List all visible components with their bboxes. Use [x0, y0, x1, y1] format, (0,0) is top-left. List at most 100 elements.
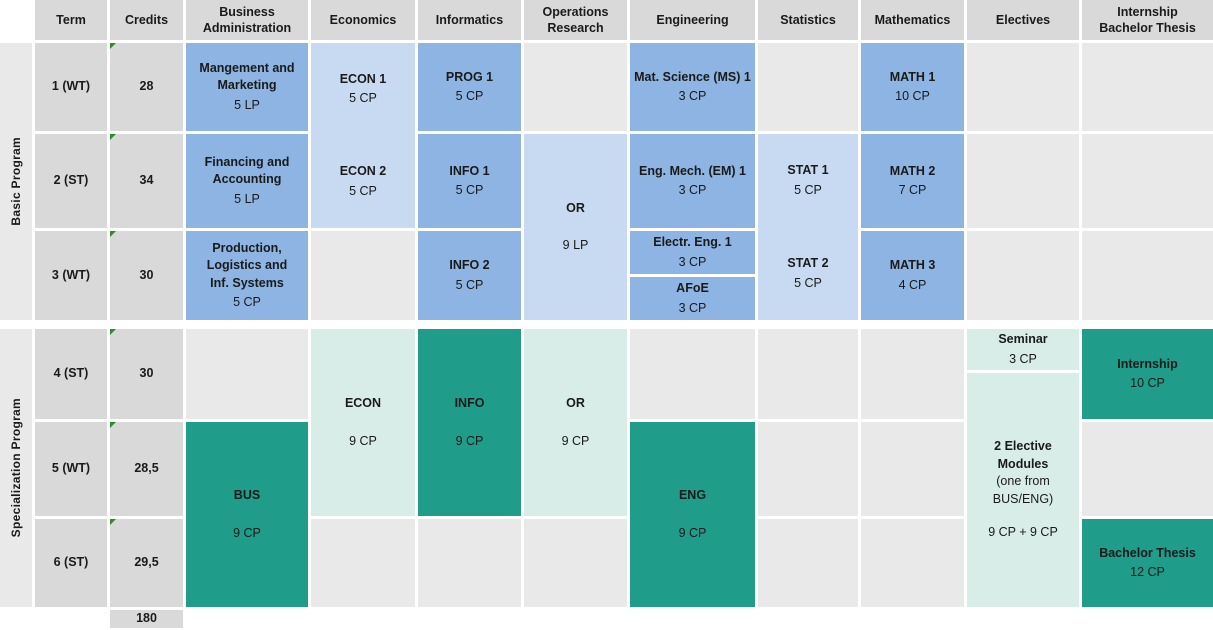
electives-specialization-block: Seminar 3 CP 2 Elective Modules (one fro…	[967, 329, 1079, 607]
empty-cell	[861, 519, 964, 607]
course-title: INFO 1	[449, 163, 490, 178]
empty-cell	[418, 519, 521, 607]
empty-cell	[758, 519, 858, 607]
col-header-term: Term	[35, 0, 107, 40]
course-credit: 3 CP	[678, 183, 707, 197]
credits-cell-1: 28	[110, 43, 183, 131]
credits-cell-5: 28,5	[110, 422, 183, 516]
empty-cell	[758, 422, 858, 516]
course-credit: 10 CP	[895, 89, 930, 103]
basic-program-label: Basic Program	[8, 137, 23, 226]
course-credit: 5 LP	[234, 191, 260, 206]
col-header-credits: Credits	[110, 0, 183, 40]
cell-math1: MATH 1 10 CP	[861, 43, 964, 131]
total-credits-cell: 180	[110, 610, 183, 628]
course-title: ECON	[344, 396, 382, 410]
cell-math3: MATH 3 4 CP	[861, 231, 964, 320]
course-credit: 5 CP	[794, 275, 822, 290]
credits-cell-4: 30	[110, 329, 183, 419]
empty-cell	[861, 329, 964, 419]
course-title: MATH 1	[889, 69, 936, 84]
col-header-mathematics: Mathematics	[861, 0, 964, 40]
course-credit: 5 CP	[794, 182, 822, 197]
cell-econ2: ECON 2 5 CP	[311, 136, 415, 229]
cell-internship: Internship 10 CP	[1082, 329, 1213, 419]
course-title: Mangement and Marketing	[199, 60, 295, 93]
course-title: OR	[566, 200, 585, 215]
cell-econ: ECON 9 CP	[311, 329, 415, 516]
credits-cell-3: 30	[110, 231, 183, 320]
term-cell-5: 5 (WT)	[35, 422, 107, 516]
side-label-basic-program: Basic Program	[0, 43, 32, 320]
course-title: STAT 2	[787, 256, 829, 270]
cell-eng-mech: Eng. Mech. (EM) 1 3 CP	[630, 134, 755, 228]
course-title: MATH 3	[889, 258, 936, 272]
empty-cell	[967, 134, 1079, 228]
cell-production-logistics: Production, Logistics and Inf. Systems 5…	[186, 231, 308, 320]
empty-cell	[1082, 231, 1213, 320]
cell-eng: ENG 9 CP	[630, 422, 755, 607]
empty-cell	[758, 329, 858, 419]
course-credit: 5 LP	[234, 97, 260, 112]
course-title: Production, Logistics and Inf. Systems	[206, 240, 288, 290]
cell-afoe: AFoE 3 CP	[630, 277, 755, 320]
course-title: AFoE	[676, 281, 709, 295]
course-credit: 5 CP	[233, 295, 261, 309]
cell-econ1-econ2: ECON 1 5 CP ECON 2 5 CP	[311, 43, 415, 228]
course-credit: 9 CP	[678, 525, 707, 540]
cell-bus: BUS 9 CP	[186, 422, 308, 607]
engineering-row3-split: Electr. Eng. 1 3 CP AFoE 3 CP	[630, 231, 755, 320]
course-credit: 9 LP	[562, 238, 589, 252]
course-title: INFO 2	[449, 258, 490, 272]
cell-info: INFO 9 CP	[418, 329, 521, 516]
course-credit: 9 CP + 9 CP	[988, 525, 1058, 540]
cell-financing-accounting: Financing and Accounting 5 LP	[186, 134, 308, 228]
course-title: BUS	[233, 488, 261, 502]
col-header-economics: Economics	[311, 0, 415, 40]
course-title: Bachelor Thesis	[1099, 545, 1196, 560]
course-credit: 12 CP	[1130, 565, 1165, 579]
course-title: ECON 1	[339, 71, 387, 86]
empty-cell	[967, 231, 1079, 320]
col-header-business: Business Administration	[186, 0, 308, 40]
empty-cell	[311, 519, 415, 607]
course-credit: 3 CP	[678, 89, 707, 103]
course-credit: 9 CP	[561, 433, 590, 448]
empty-cell	[861, 422, 964, 516]
course-title: Mat. Science (MS) 1	[634, 69, 751, 84]
cell-or-spec: OR 9 CP	[524, 329, 627, 516]
cell-stat1: STAT 1 5 CP	[758, 134, 858, 227]
cell-prog1: PROG 1 5 CP	[418, 43, 521, 131]
cell-or-basic: OR 9 LP	[524, 134, 627, 320]
cell-elective-modules: 2 Elective Modules (one from BUS/ENG) 9 …	[967, 373, 1079, 607]
col-header-statistics: Statistics	[758, 0, 858, 40]
cell-bachelor-thesis: Bachelor Thesis 12 CP	[1082, 519, 1213, 607]
course-title: ECON 2	[339, 164, 387, 179]
empty-cell	[1082, 134, 1213, 228]
credits-cell-2: 34	[110, 134, 183, 228]
course-credit: 5 CP	[349, 91, 377, 106]
course-title: STAT 1	[787, 163, 829, 177]
cell-math2: MATH 2 7 CP	[861, 134, 964, 228]
empty-cell	[186, 329, 308, 419]
course-credit: 3 CP	[678, 254, 707, 269]
course-credit: 4 CP	[898, 277, 927, 292]
empty-cell	[524, 519, 627, 607]
term-cell-2: 2 (ST)	[35, 134, 107, 228]
term-cell-3: 3 (WT)	[35, 231, 107, 320]
term-cell-4: 4 (ST)	[35, 329, 107, 419]
course-credit: 7 CP	[898, 183, 927, 197]
cell-management-marketing: Mangement and Marketing 5 LP	[186, 43, 308, 131]
col-header-electives: Electives	[967, 0, 1079, 40]
cell-info2: INFO 2 5 CP	[418, 231, 521, 320]
cell-seminar: Seminar 3 CP	[967, 329, 1079, 370]
empty-cell	[524, 43, 627, 131]
empty-cell	[1082, 422, 1213, 516]
side-label-specialization-program: Specialization Program	[0, 329, 32, 607]
course-title: Eng. Mech. (EM) 1	[639, 163, 746, 178]
course-credit: 9 CP	[455, 433, 484, 448]
cell-stat2: STAT 2 5 CP	[758, 227, 858, 320]
course-credit: 9 CP	[233, 525, 261, 540]
empty-cell	[311, 231, 415, 320]
cell-info1: INFO 1 5 CP	[418, 134, 521, 228]
